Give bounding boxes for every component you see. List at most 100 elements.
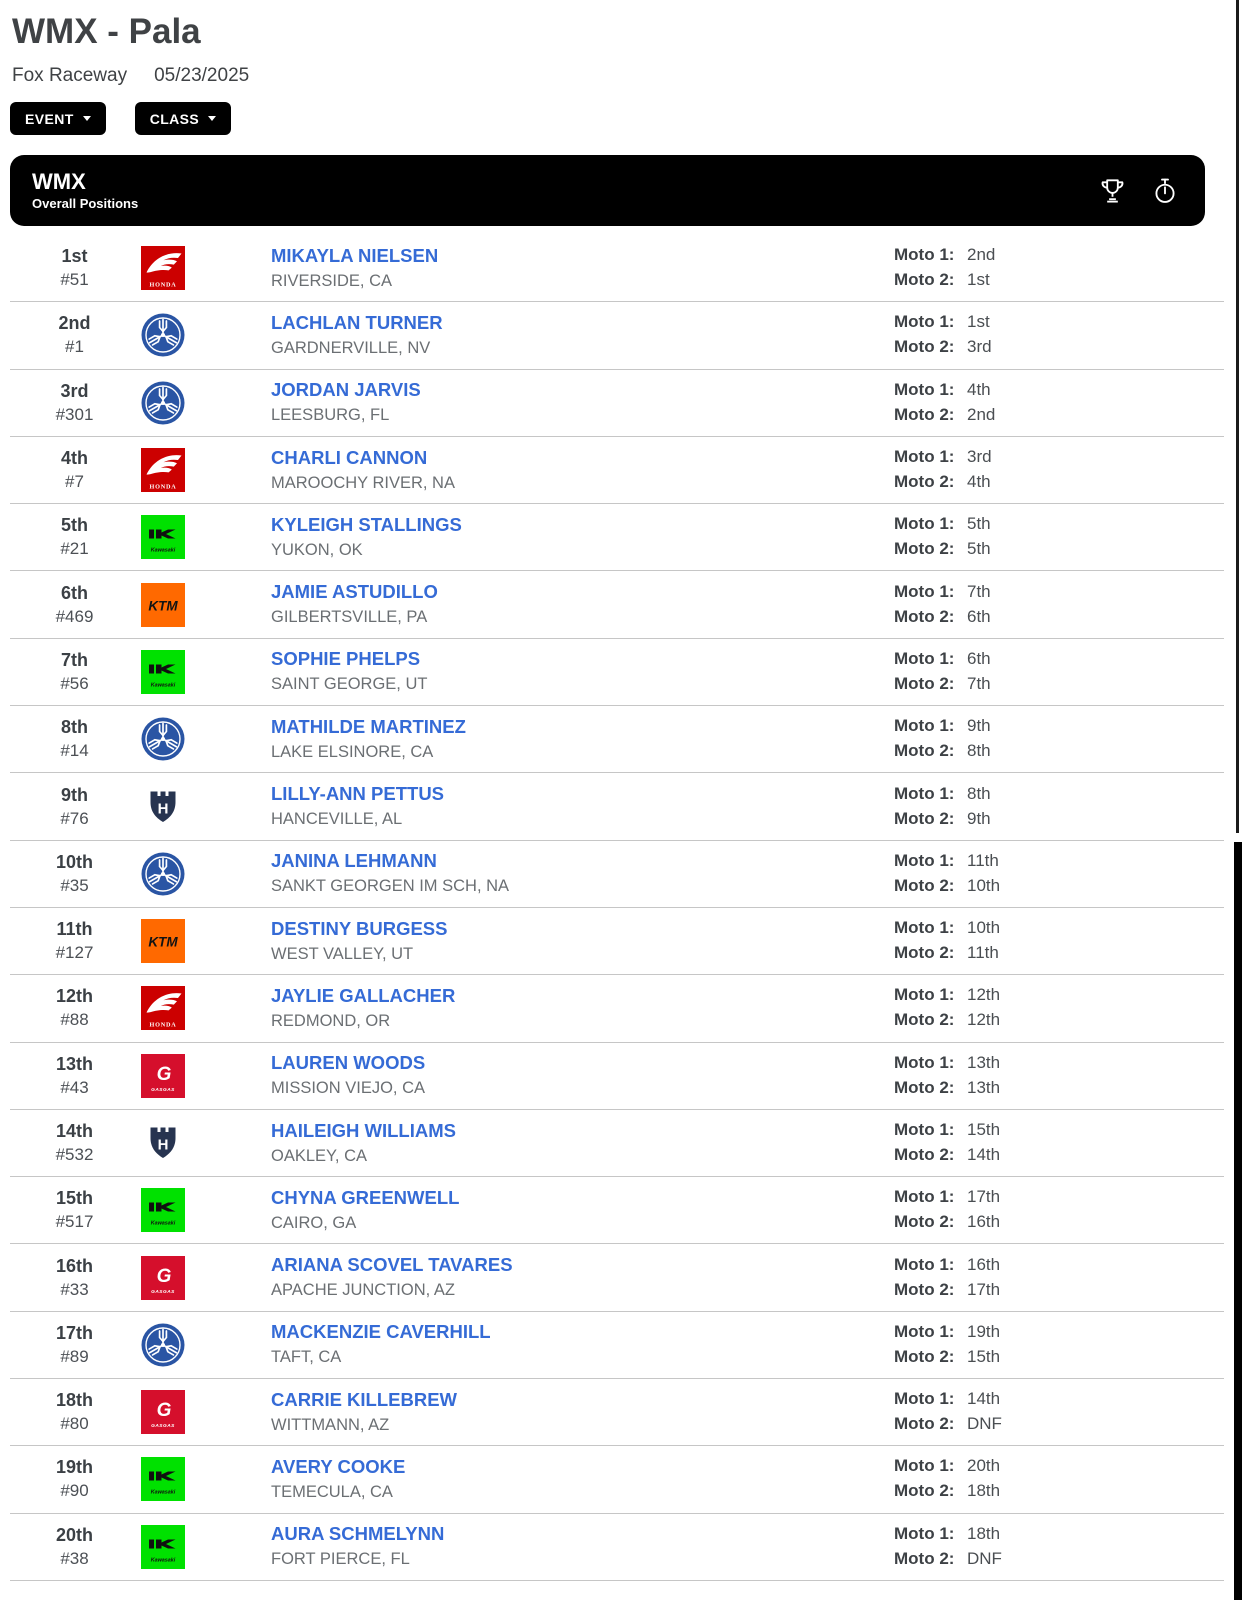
honda-logo: HONDA — [141, 448, 185, 493]
event-date: 05/23/2025 — [154, 65, 250, 86]
moto-results: Moto 1: 17th Moto 2: 16th — [894, 1185, 1224, 1235]
results-list: 1st #51 HONDA MIKAYLA NIELSEN RIVERSIDE,… — [10, 235, 1224, 1581]
table-row: 18th #80 G GASGAS CARRIE KILLEBREW WITTM… — [10, 1379, 1224, 1447]
honda-logo: HONDA — [141, 986, 185, 1031]
yamaha-logo — [141, 381, 185, 425]
rider-cell: JANINA LEHMANN SANKT GEORGEN IM SCH, NA — [271, 850, 894, 897]
rider-name-link[interactable]: JANINA LEHMANN — [271, 850, 437, 872]
brand-cell: KTM — [131, 582, 271, 627]
moto2-label: Moto 2: — [894, 472, 955, 492]
rider-location: TEMECULA, CA — [271, 1482, 393, 1501]
table-row: 8th #14 MATHILDE MARTINEZ LAKE ELSINORE,… — [10, 706, 1224, 774]
moto2-label: Moto 2: — [894, 1279, 955, 1299]
rider-name-link[interactable]: AVERY COOKE — [271, 1455, 406, 1477]
rider-name-link[interactable]: MIKAYLA NIELSEN — [271, 244, 439, 266]
brand-cell: HONDA — [131, 246, 271, 291]
stopwatch-icon[interactable] — [1149, 175, 1180, 206]
yamaha-logo — [141, 1323, 185, 1367]
rider-cell: JAMIE ASTUDILLO GILBERTSVILLE, PA — [271, 581, 894, 628]
moto1-label: Moto 1: — [894, 447, 955, 467]
rider-cell: MIKAYLA NIELSEN RIVERSIDE, CA — [271, 245, 894, 292]
svg-text:GASGAS: GASGAS — [151, 1087, 175, 1093]
svg-text:KTM: KTM — [148, 935, 178, 950]
position-cell: 15th #517 — [10, 1186, 131, 1234]
rider-name-link[interactable]: CHYNA GREENWELL — [271, 1186, 460, 1208]
trophy-icon[interactable] — [1097, 175, 1128, 206]
svg-text:G: G — [157, 1400, 172, 1421]
position-cell: 5th #21 — [10, 513, 131, 561]
rider-name-link[interactable]: CARRIE KILLEBREW — [271, 1388, 458, 1410]
position-cell: 19th #90 — [10, 1455, 131, 1503]
class-header-bar: WMX Overall Positions — [10, 155, 1205, 226]
kawasaki-logo: Kawasaki — [141, 1524, 185, 1569]
moto2-result: 5th — [967, 539, 991, 559]
position-cell: 13th #43 — [10, 1052, 131, 1100]
rider-number: #127 — [55, 943, 94, 963]
yamaha-logo — [141, 852, 185, 896]
table-row: 5th #21 Kawasaki KYLEIGH STALLINGS YUKON… — [10, 504, 1224, 572]
overall-position: 7th — [61, 649, 88, 670]
brand-cell: Kawasaki — [131, 1524, 271, 1569]
moto-results: Moto 1: 15th Moto 2: 14th — [894, 1118, 1224, 1168]
rider-name-link[interactable]: JAMIE ASTUDILLO — [271, 581, 438, 603]
rider-location: OAKLEY, CA — [271, 1146, 367, 1165]
moto2-result: 15th — [967, 1346, 1001, 1366]
rider-name-link[interactable]: LAUREN WOODS — [271, 1052, 426, 1074]
moto2-label: Moto 2: — [894, 1212, 955, 1232]
svg-text:KTM: KTM — [148, 598, 178, 613]
moto-results: Moto 1: 16th Moto 2: 17th — [894, 1253, 1224, 1303]
husqvarna-logo: H — [141, 1121, 185, 1165]
brand-cell: HONDA — [131, 448, 271, 493]
overall-position: 11th — [56, 919, 93, 940]
brand-cell: KTM — [131, 919, 271, 964]
moto-results: Moto 1: 14th Moto 2: DNF — [894, 1387, 1224, 1437]
moto1-label: Moto 1: — [894, 850, 955, 870]
rider-name-link[interactable]: MATHILDE MARTINEZ — [271, 715, 466, 737]
rider-name-link[interactable]: HAILEIGH WILLIAMS — [271, 1119, 456, 1141]
moto-results: Moto 1: 5th Moto 2: 5th — [894, 512, 1224, 562]
rider-location: FORT PIERCE, FL — [271, 1550, 410, 1569]
moto2-result: 9th — [967, 808, 991, 828]
rider-name-link[interactable]: AURA SCHMELYNN — [271, 1523, 445, 1545]
event-dropdown-button[interactable]: EVENT — [10, 102, 106, 135]
rider-number: #469 — [55, 606, 94, 626]
rider-name-link[interactable]: JAYLIE GALLACHER — [271, 984, 456, 1006]
rider-name-link[interactable]: MACKENZIE CAVERHILL — [271, 1321, 491, 1343]
rider-number: #301 — [55, 404, 94, 424]
scrollbar-thumb[interactable] — [1234, 842, 1242, 1600]
rider-name-link[interactable]: LACHLAN TURNER — [271, 311, 443, 333]
brand-cell: G GASGAS — [131, 1255, 271, 1300]
kawasaki-logo: Kawasaki — [141, 515, 185, 560]
moto2-label: Moto 2: — [894, 337, 955, 357]
svg-text:GASGAS: GASGAS — [151, 1289, 175, 1295]
rider-name-link[interactable]: CHARLI CANNON — [271, 446, 428, 468]
position-cell: 3rd #301 — [10, 379, 131, 427]
svg-text:Kawasaki: Kawasaki — [151, 548, 176, 554]
rider-location: GILBERTSVILLE, PA — [271, 608, 428, 627]
brand-cell — [131, 381, 271, 425]
rider-name-link[interactable]: ARIANA SCOVEL TAVARES — [271, 1254, 513, 1276]
rider-name-link[interactable]: LILLY-ANN PETTUS — [271, 783, 445, 805]
class-dropdown-button[interactable]: CLASS — [134, 102, 232, 135]
rider-name-link[interactable]: SOPHIE PHELPS — [271, 648, 421, 670]
rider-name-link[interactable]: JORDAN JARVIS — [271, 379, 421, 401]
rider-cell: AURA SCHMELYNN FORT PIERCE, FL — [271, 1523, 894, 1570]
position-cell: 6th #469 — [10, 581, 131, 629]
moto2-label: Moto 2: — [894, 673, 955, 693]
rider-location: RIVERSIDE, CA — [271, 271, 393, 290]
brand-cell: G GASGAS — [131, 1053, 271, 1098]
ktm-logo: KTM — [141, 919, 185, 964]
chevron-down-icon — [208, 116, 217, 121]
rider-location: HANCEVILLE, AL — [271, 810, 403, 829]
rider-number: #21 — [60, 539, 89, 559]
rider-name-link[interactable]: KYLEIGH STALLINGS — [271, 513, 462, 535]
moto2-result: 1st — [967, 270, 990, 290]
moto1-result: 13th — [967, 1052, 1001, 1072]
rider-cell: KYLEIGH STALLINGS YUKON, OK — [271, 514, 894, 561]
honda-logo: HONDA — [141, 246, 185, 291]
moto1-result: 20th — [967, 1456, 1001, 1476]
overall-position: 5th — [61, 515, 88, 536]
rider-location: APACHE JUNCTION, AZ — [271, 1281, 455, 1300]
overall-position: 10th — [55, 851, 93, 872]
rider-name-link[interactable]: DESTINY BURGESS — [271, 917, 448, 939]
